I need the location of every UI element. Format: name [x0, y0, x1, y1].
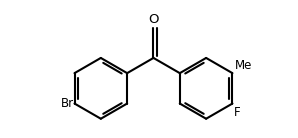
Text: Br: Br [60, 97, 74, 110]
Text: Me: Me [235, 59, 252, 72]
Text: O: O [148, 13, 159, 26]
Text: F: F [233, 106, 240, 119]
